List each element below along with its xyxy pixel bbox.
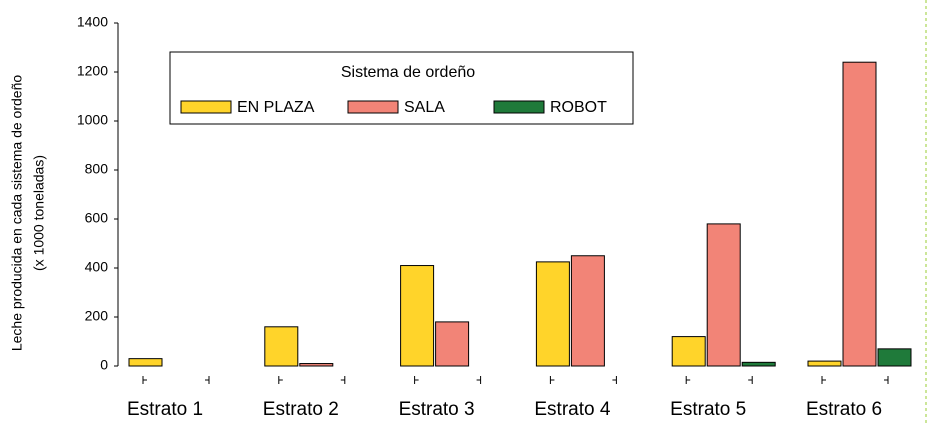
x-tick-label: Estrato 1 (127, 399, 203, 420)
bar (128, 358, 163, 367)
y-tick-label: 0 (100, 357, 108, 373)
legend-label: EN PLAZA (237, 99, 315, 116)
y-tick-label: 400 (85, 259, 109, 275)
y-tick-label: 600 (85, 210, 109, 226)
bar (877, 348, 912, 367)
legend-swatch (347, 100, 399, 114)
legend-label: ROBOT (550, 99, 607, 116)
legend-swatch (493, 100, 545, 114)
x-tick-label: Estrato 6 (806, 399, 882, 420)
bar (842, 61, 877, 367)
bar (435, 321, 470, 367)
bar (671, 336, 706, 367)
legend-label: SALA (404, 99, 445, 116)
y-tick-label: 1200 (77, 63, 108, 79)
y-tick-label: 800 (85, 161, 109, 177)
bar (535, 261, 570, 367)
legend-title: Sistema de ordeño (341, 64, 475, 81)
y-tick-label: 200 (85, 308, 109, 324)
bar (299, 363, 334, 367)
y-tick-label: 1400 (77, 14, 108, 30)
x-tick-label: Estrato 2 (263, 399, 339, 420)
y-axis-label: Leche producida en cada sistema de ordeñ… (9, 75, 25, 352)
legend-swatch (180, 100, 232, 114)
bar (570, 255, 605, 367)
legend (169, 51, 634, 125)
bar (264, 326, 299, 367)
x-tick-label: Estrato 5 (670, 399, 746, 420)
bar (706, 223, 741, 367)
bar (400, 265, 435, 367)
bar (741, 361, 776, 367)
x-tick-label: Estrato 4 (534, 399, 610, 420)
bar (807, 360, 842, 367)
x-tick-label: Estrato 3 (399, 399, 475, 420)
y-tick-label: 1000 (77, 112, 108, 128)
y-axis-label: (x 1000 toneladas) (31, 155, 47, 271)
